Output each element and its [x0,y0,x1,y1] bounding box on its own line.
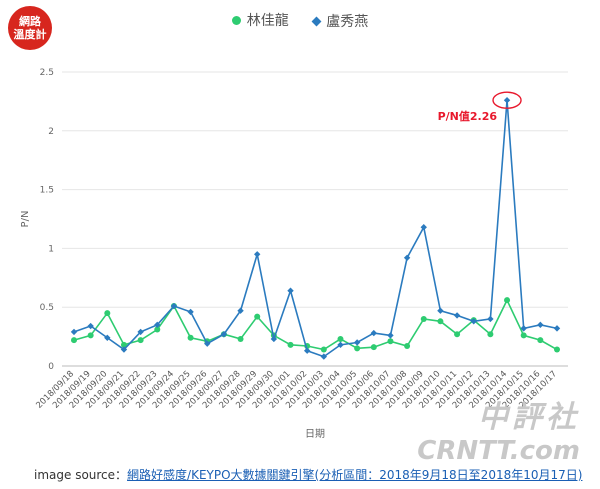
data-point [104,334,111,341]
x-axis-label: 日期 [305,428,325,440]
data-point [537,337,544,344]
y-tick-label: 1 [48,244,54,254]
data-point [487,331,494,338]
y-tick-label: 2.5 [40,68,54,78]
logo-line1: 網路 [19,15,41,28]
data-point [154,326,161,333]
annotation-label: P/N值2.26 [438,109,498,123]
series-line-1 [73,100,558,358]
data-point [137,337,144,344]
data-point [370,329,377,337]
y-tick-label: 2 [48,127,54,137]
data-point [137,328,144,336]
data-point [237,335,244,342]
data-point [354,345,361,352]
data-point [237,307,244,314]
data-point [104,310,111,317]
y-tick-label: 0 [48,362,54,372]
data-point [420,224,427,231]
y-tick-label: 1.5 [40,186,54,196]
logo: 網路 溫度計 [8,6,52,50]
series-line-0 [73,298,558,351]
data-point [370,344,377,351]
data-point [120,341,127,348]
data-point [554,346,560,353]
data-point [287,287,294,294]
legend-item-series-1[interactable]: 盧秀燕 [311,11,369,31]
image-source: image source：網路好感度/KEYPO大數據關鍵引擎(分析區間：201… [34,466,582,483]
data-point [87,322,94,330]
logo-line2: 溫度計 [13,28,47,41]
data-point [337,335,344,342]
data-point [154,321,161,329]
data-point [87,332,94,339]
legend-label-series-0: 林佳龍 [246,13,289,29]
data-point [170,302,178,310]
legend-label-series-1: 盧秀燕 [326,14,369,30]
data-point [71,337,77,344]
data-point [487,315,494,323]
annotation-circle [492,91,522,109]
data-point [187,334,194,341]
watermark-line1: 中評社 [478,400,580,435]
data-point [287,341,294,348]
data-point [537,321,544,329]
chart-legend: 林佳龍 盧秀燕 [0,10,600,31]
data-point [520,332,527,339]
data-point [437,318,444,325]
data-point [553,325,561,332]
data-point [337,341,344,349]
data-point [320,353,328,360]
legend-circle-icon [231,15,241,25]
data-point [387,332,394,339]
data-point [520,325,527,332]
legend-item-series-0[interactable]: 林佳龍 [231,10,289,30]
watermark: 中評社 CRNTT.com [417,392,580,466]
watermark-line2: CRNTT.com [417,436,580,466]
data-point [70,328,78,336]
data-point [453,312,461,319]
data-point [504,297,511,304]
data-point [204,340,211,347]
data-point [454,331,461,338]
data-point [387,338,394,345]
data-point [470,318,477,325]
data-point [303,347,311,354]
y-axis-label: P/N [20,211,31,228]
data-point [187,308,194,316]
data-point [220,331,228,338]
data-point [254,313,261,320]
data-point [420,315,427,322]
data-point [120,346,128,353]
data-point [270,335,278,343]
source-prefix: image source： [34,468,128,482]
data-point [254,251,261,258]
data-point [437,307,444,314]
data-point [320,346,327,353]
data-point [403,254,411,262]
data-point [503,97,511,104]
data-point [404,343,411,350]
y-tick-label: 0.5 [40,303,54,313]
source-link[interactable]: 網路好感度/KEYPO大數據關鍵引擎(分析區間：2018年9月18日至2018年… [127,468,583,482]
data-point [353,339,361,346]
